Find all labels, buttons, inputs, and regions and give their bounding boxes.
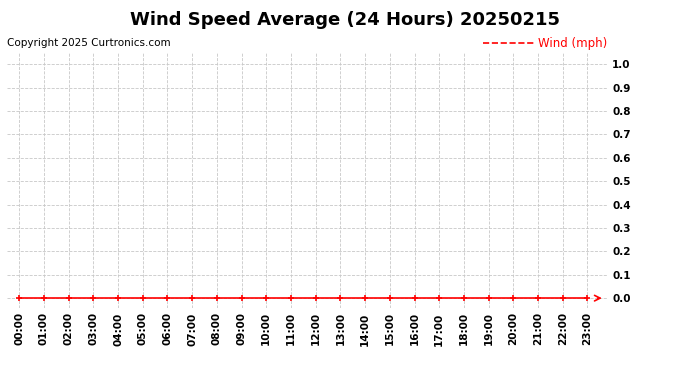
Text: Wind Speed Average (24 Hours) 20250215: Wind Speed Average (24 Hours) 20250215 [130,11,560,29]
Text: Copyright 2025 Curtronics.com: Copyright 2025 Curtronics.com [7,38,170,48]
Text: Wind (mph): Wind (mph) [538,38,607,51]
